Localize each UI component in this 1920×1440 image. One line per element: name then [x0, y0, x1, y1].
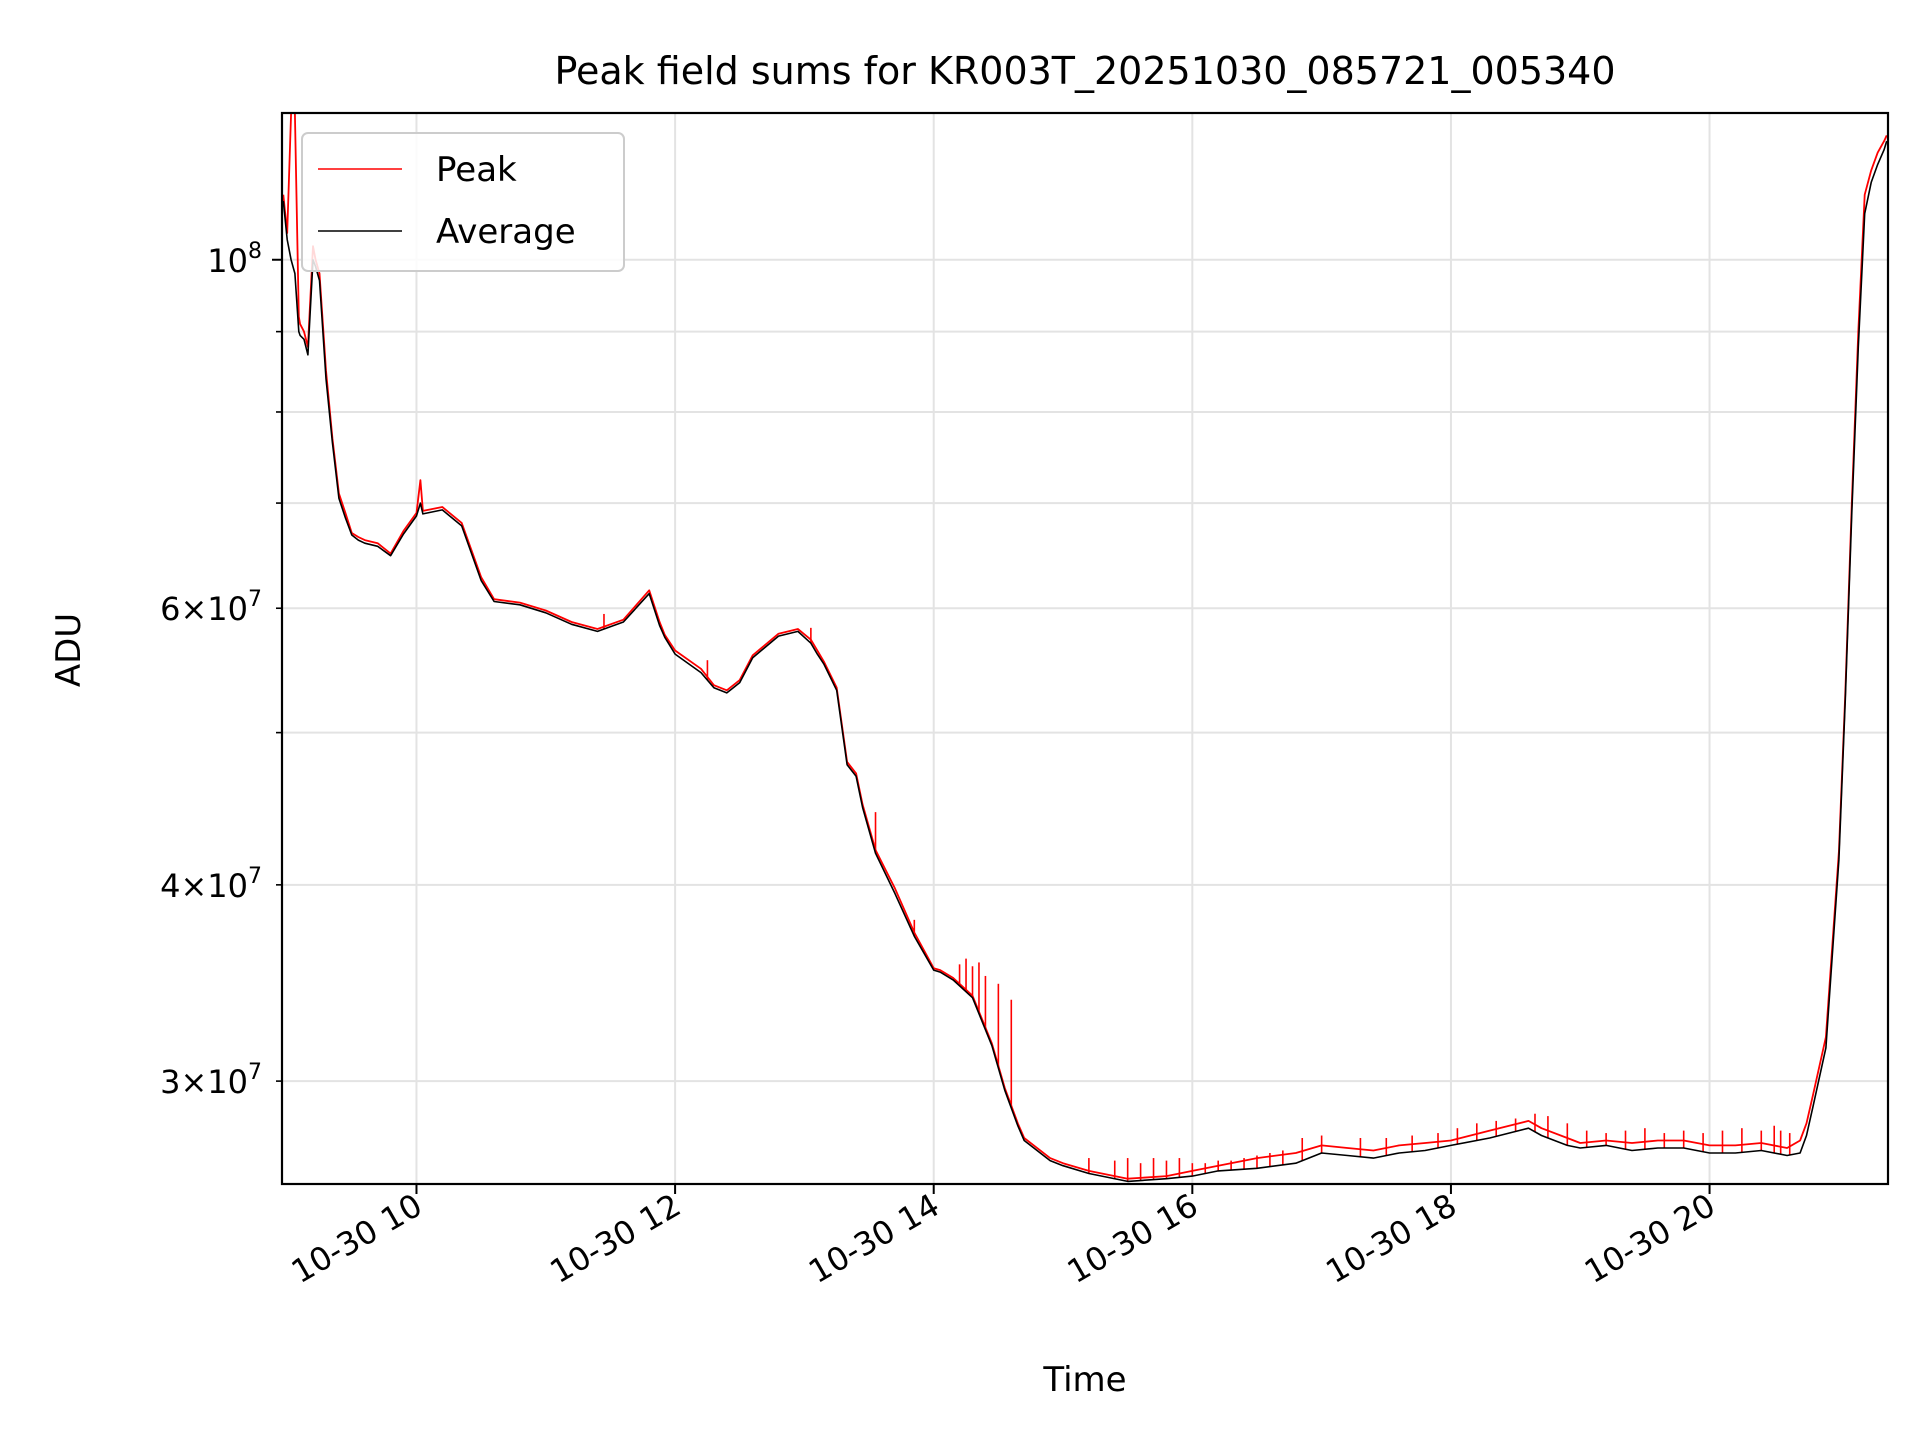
plot-frame: [280, 111, 1890, 1186]
series-line-peak: [282, 113, 1888, 1180]
y-axis-ticks: 108 3×107 4×107 6×107: [160, 239, 282, 1101]
y-tick-label: 108: [207, 239, 262, 280]
y-tick-label: 4×107: [160, 864, 262, 905]
legend-average-label: Average: [436, 212, 576, 252]
x-axis-label: Time: [1042, 1360, 1126, 1400]
series-line-average: [282, 140, 1888, 1183]
y-tick-label: 6×107: [160, 587, 262, 628]
legend-box: [301, 132, 625, 272]
legend: Peak Average: [301, 132, 625, 272]
chart-title: Peak field sums for KR003T_20251030_0857…: [554, 49, 1615, 93]
legend-peak-label: Peak: [436, 150, 517, 190]
y-tick-label: 3×107: [160, 1060, 262, 1101]
y-axis-label: ADU: [49, 613, 89, 687]
grid-lines: [282, 113, 1888, 1184]
plot-series: [282, 113, 1888, 1183]
